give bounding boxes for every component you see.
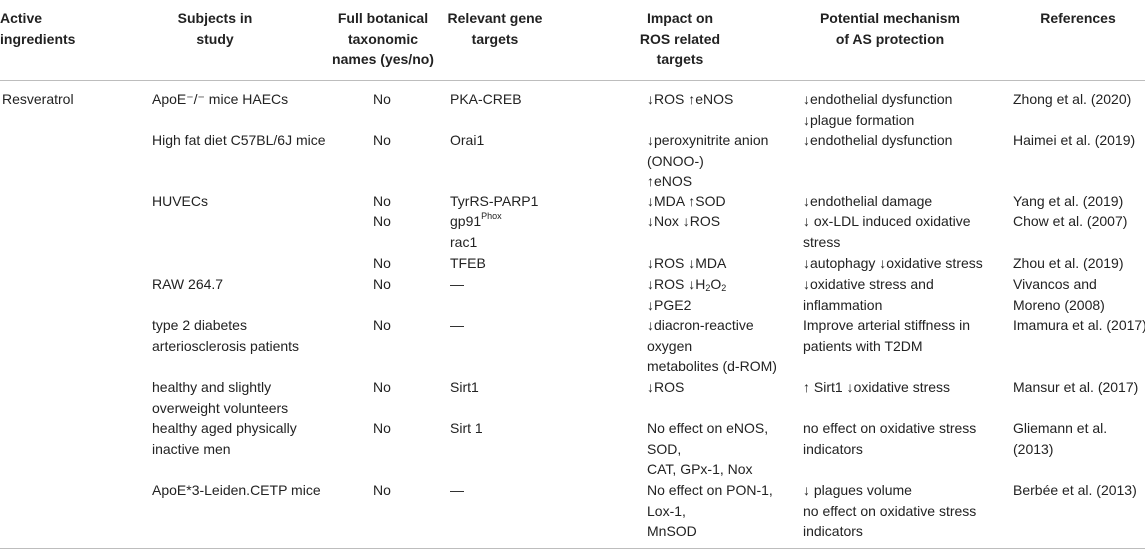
bottom-rule [0,548,1145,549]
reference-cell: Imamura et al. (2017) [1013,317,1145,333]
reference-cell: Mansur et al. (2017) [1013,379,1139,395]
botanical-cell: No [373,420,391,436]
mechanism-cell: ↓endothelial dysfunction ↓plague formatio… [803,91,953,128]
impact-cell: ↓peroxynitrite anion (ONOO-) ↑eNOS [647,132,769,189]
gene-cell: gp91Phox rac1 [450,211,502,250]
mechanism-cell: ↓oxidative stress and inflammation [803,276,934,313]
impact-cell: ↓MDA ↑SOD [647,193,726,209]
mechanism-cell: ↓ plagues volume no effect on oxidative s… [803,482,977,539]
subjects-cell: ApoE⁻/⁻ mice HAECs [152,91,289,107]
gene-cell: Sirt 1 [450,420,483,436]
gene-cell: PKA-CREB [450,91,522,107]
mechanism-cell: ↓autophagy ↓oxidative stress [803,255,983,271]
mechanism-cell: ↓ ox-LDL induced oxidative stress [803,213,971,250]
impact-cell: No effect on PON-1, Lox-1, MnSOD [647,482,773,539]
botanical-cell: No [373,482,391,498]
gene-cell: — [450,482,464,498]
impact-cell: ↓diacron-reactive oxygen metabolites (d-RO… [647,317,777,374]
header-active-ingredients: Active ingredients [0,10,76,47]
gene-cell: Orai1 [450,132,485,148]
reference-cell: Yang et al. (2019) [1013,193,1124,209]
gene-cell: TyrRS-PARP1 [450,193,539,209]
botanical-cell: No [373,132,391,148]
header-impact: Impact on ROS related targets [639,10,721,67]
mechanism-cell: ↑ Sirt1 ↓oxidative stress [803,379,951,395]
subjects-cell: healthy and slightly overweight volunteer… [152,379,289,416]
botanical-cell: No [373,91,391,107]
reference-cell: Berbée et al. (2013) [1013,482,1137,498]
header-mechanism: Potential mechanism of AS protection [819,10,961,47]
mechanism-cell: Improve arterial stiffness in patients wi… [803,317,971,354]
impact-cell: ↓Nox ↓ROS [647,213,721,229]
subjects-cell: healthy aged physically inactive men [152,420,297,457]
reference-cell: Chow et al. (2007) [1013,213,1128,229]
subjects-cell: HUVECs [152,193,209,209]
header-genes: Relevant gene targets [447,10,543,47]
reference-cell: Vivancos and Moreno (2008) [1013,276,1105,313]
header-references: References [1040,10,1116,26]
botanical-cell: No [373,276,391,292]
impact-cell: ↓ROS ↓MDA [647,255,727,271]
gene-cell: — [450,317,464,333]
botanical-cell: No [373,317,391,333]
header-rule [0,80,1145,81]
reference-cell: Haimei et al. (2019) [1013,132,1136,148]
mechanism-cell: ↓endothelial dysfunction [803,132,953,148]
ingredient-name: Resveratrol [2,91,74,107]
mechanism-cell: ↓endothelial damage [803,193,933,209]
subjects-cell: High fat diet C57BL/6J mice [152,132,326,148]
impact-cell: ↓ROS [647,379,685,395]
botanical-cell: No [373,379,391,395]
gene-cell: TFEB [450,255,486,271]
botanical-cell: No [373,255,391,271]
botanical-cell: No [373,213,391,229]
gene-cell: — [450,276,464,292]
impact-cell: No effect on eNOS, SOD, CAT, GPx-1, Nox [647,420,769,477]
reference-cell: Zhong et al. (2020) [1013,91,1132,107]
impact-cell: ↓ROS ↑eNOS [647,91,734,107]
impact-cell: ↓ROS ↓H2O2 ↓PGE2 [647,276,727,313]
header-botanical: Full botanical taxonomic names (yes/no) [332,10,434,67]
subjects-cell: ApoE*3-Leiden.CETP mice [152,482,321,498]
mechanism-cell: no effect on oxidative stress indicators [803,420,977,457]
subjects-cell: type 2 diabetes arteriosclerosis patients [152,317,300,354]
subjects-cell: RAW 264.7 [152,276,224,292]
botanical-cell: No [373,193,391,209]
reference-cell: Zhou et al. (2019) [1013,255,1124,271]
gene-cell: Sirt1 [450,379,479,395]
reference-cell: Gliemann et al. (2013) [1013,420,1108,457]
header-subjects: Subjects in study [177,10,253,47]
